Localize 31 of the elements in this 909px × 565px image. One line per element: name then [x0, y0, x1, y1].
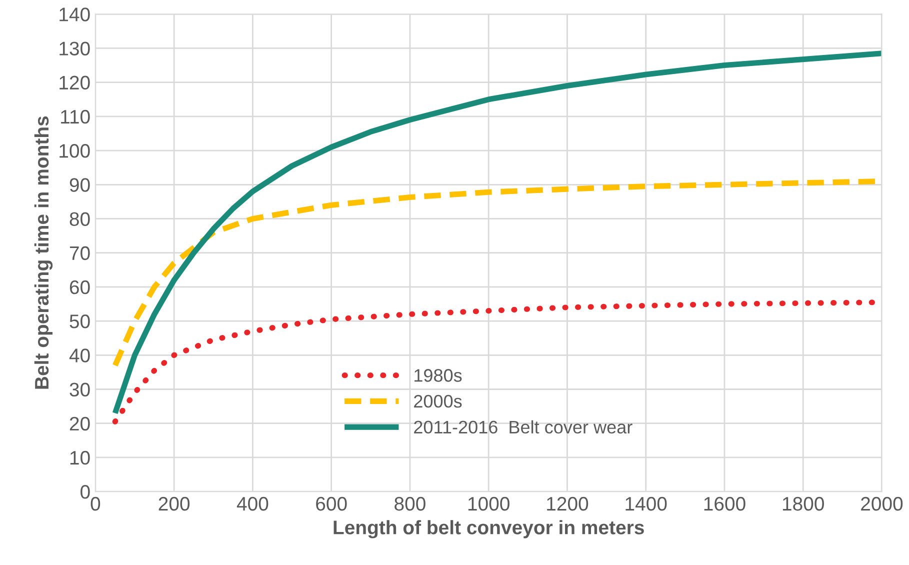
x-tick-label: 1800: [782, 496, 824, 511]
legend-label: 2000s: [414, 394, 462, 408]
y-tick-label: 0: [80, 485, 90, 499]
y-tick-label: 40: [69, 348, 90, 362]
y-tick-label: 100: [60, 144, 90, 158]
y-tick-label: 130: [60, 42, 90, 56]
y-tick-label: 110: [61, 110, 90, 124]
y-tick-label: 140: [60, 8, 90, 22]
y-tick-label: 50: [70, 314, 90, 328]
x-tick-label: 400: [236, 496, 268, 511]
legend-label: 1980s: [414, 369, 462, 382]
x-tick-label: 2000: [861, 496, 903, 511]
y-tick-label: 90: [70, 178, 90, 192]
y-tick-label: 20: [70, 416, 90, 431]
y-tick-label: 10: [70, 450, 90, 465]
legend-label: 2011-2016 Belt cover wear: [414, 420, 632, 434]
x-tick-label: 1600: [704, 496, 746, 511]
x-tick-label: 1400: [626, 496, 667, 511]
y-tick-label: 70: [70, 246, 90, 260]
y-tick-label: 30: [70, 382, 90, 396]
x-tick-label: 1000: [468, 496, 510, 511]
y-tick-label: 120: [60, 76, 90, 90]
x-tick-label: 200: [158, 496, 190, 511]
x-tick-label: 800: [394, 496, 426, 511]
y-tick-label: 60: [70, 280, 90, 294]
x-tick-label: 0: [90, 496, 100, 511]
x-tick-label: 1200: [547, 496, 588, 511]
x-axis-title: Length of belt conveyor in meters: [334, 520, 644, 538]
y-axis-title: Belt operating time in months: [34, 116, 53, 389]
x-tick-label: 600: [316, 496, 347, 511]
y-tick-label: 80: [70, 212, 90, 226]
